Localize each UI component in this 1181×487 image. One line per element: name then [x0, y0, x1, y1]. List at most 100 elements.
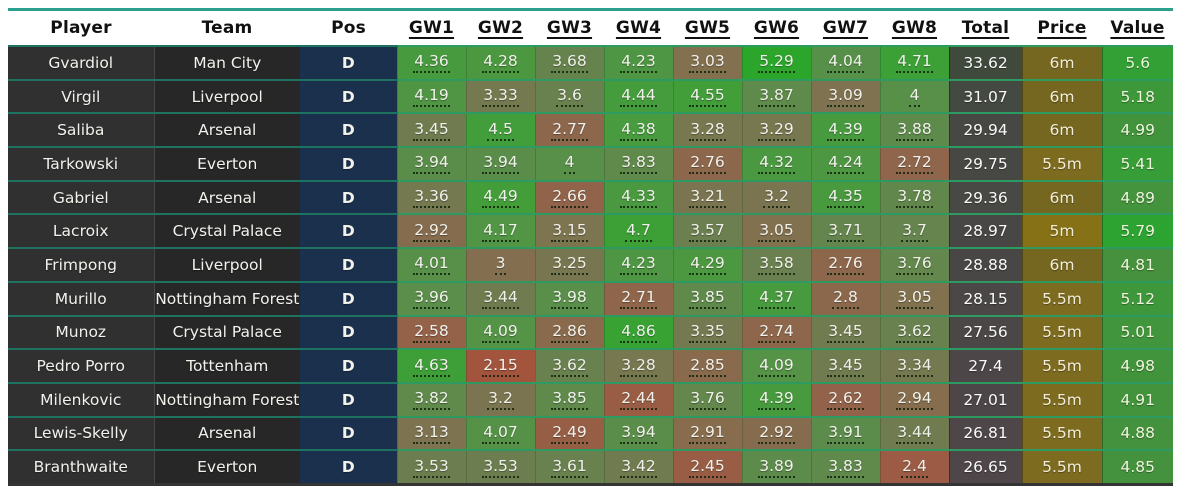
gw-score: 2.71 [620, 288, 657, 310]
table-row: Tarkowski Everton D 3.94 3.94 4 3.83 2.76 4.32 4.… [8, 146, 1173, 181]
gw-score: 3.83 [827, 457, 864, 478]
gw-score: 4.04 [827, 52, 864, 74]
column-header-gw5[interactable]: GW5 [673, 11, 742, 46]
column-header-label[interactable]: Value [1110, 18, 1165, 38]
gw-score: 3.36 [413, 187, 450, 209]
gw-score-cell: 2.77 [534, 112, 604, 148]
gw-score-cell: 3.09 [810, 78, 880, 114]
table-row: Saliba Arsenal D 3.45 4.5 2.77 4.38 3.28 3.29 4.3… [8, 112, 1173, 148]
player-name-cell: Murillo [8, 280, 154, 316]
gw-score: 3.15 [551, 221, 588, 242]
gw-score: 4.24 [827, 153, 864, 175]
table-row: Milenkovic Nottingham Forest D 3.82 3.2 3.85 2… [8, 381, 1173, 417]
gw-score-cell: 3.94 [465, 146, 535, 181]
table-row: Lewis-Skelly Arsenal D 3.13 4.07 2.49 3.94 2.91… [8, 415, 1173, 451]
gw-score: 2.62 [827, 389, 864, 411]
gw-score-cell: 2.74 [741, 314, 811, 350]
column-header-label[interactable]: GW4 [615, 18, 662, 38]
table-row: Frimpong Liverpool D 4.01 3 3.25 4.23 4.29 3.58 2… [8, 247, 1173, 282]
column-header-pos: Pos [300, 11, 397, 46]
column-header-label[interactable]: Price [1037, 18, 1087, 38]
table-row: Branthwaite Everton D 3.53 3.53 3.61 3.42 2.45 3… [8, 449, 1173, 485]
gw-score: 3.94 [620, 423, 657, 444]
gw-score-cell: 3.28 [672, 112, 742, 148]
column-header-label[interactable]: GW2 [477, 18, 524, 38]
gw-score: 3.57 [689, 221, 726, 242]
gw-score: 3.82 [413, 389, 450, 411]
gw-score: 2.4 [901, 457, 928, 478]
column-header-label[interactable]: GW1 [408, 18, 455, 38]
gw-score: 3.78 [896, 187, 933, 209]
column-header-gw3[interactable]: GW3 [535, 11, 604, 46]
gw-score: 3.2 [487, 389, 514, 411]
column-header-total[interactable]: Total [949, 11, 1022, 46]
table-row: Lacroix Crystal Palace D 2.92 4.17 3.15 4.7 3.5… [8, 213, 1173, 249]
gw-score-cell: 4.39 [741, 381, 811, 417]
gw-score: 4.19 [413, 86, 450, 108]
gw-score: 2.85 [689, 356, 726, 377]
gw-score-cell: 2.62 [810, 381, 880, 417]
player-name-cell: Saliba [8, 112, 154, 148]
gw-score: 2.66 [551, 187, 588, 209]
gw-score: 3.62 [551, 356, 588, 377]
column-header-label[interactable]: Total [961, 18, 1010, 38]
price-cell: 5m [1021, 213, 1102, 249]
gw-score: 2.76 [689, 153, 726, 175]
gw-score-cell: 4.5 [465, 112, 535, 148]
column-header-label: Pos [331, 18, 366, 38]
gw-score: 3.76 [689, 389, 726, 411]
column-header-player: Player [8, 11, 154, 46]
gw-score-cell: 3.15 [534, 213, 604, 249]
gw-score-cell: 2.86 [534, 314, 604, 350]
total-cell: 31.07 [948, 78, 1022, 114]
gw-score-cell: 3.62 [534, 348, 604, 383]
column-header-value[interactable]: Value [1102, 11, 1173, 46]
gw-score-cell: 3.71 [810, 213, 880, 249]
gw-score-cell: 3.42 [603, 449, 673, 485]
gw-score-cell: 4.23 [603, 45, 673, 80]
gw-score-cell: 3 [465, 247, 535, 282]
column-header-label[interactable]: GW3 [546, 18, 593, 38]
column-header-label[interactable]: GW6 [753, 18, 800, 38]
gw-score: 4.7 [625, 221, 652, 242]
total-cell: 26.81 [948, 415, 1022, 451]
gw-score: 3.94 [482, 153, 519, 175]
column-header-gw7[interactable]: GW7 [811, 11, 880, 46]
column-header-label[interactable]: GW7 [822, 18, 869, 38]
gw-score: 3.89 [758, 457, 795, 478]
gw-score: 4.23 [620, 52, 657, 74]
price-cell: 5.5m [1021, 381, 1102, 417]
gw-score-cell: 3.2 [465, 381, 535, 417]
gw-score: 3.53 [482, 457, 519, 478]
column-header-label[interactable]: GW8 [891, 18, 938, 38]
gw-score-cell: 3.85 [672, 280, 742, 316]
table-header-row: Player Team Pos GW1 GW2 GW3 GW4 GW5 GW6 GW7 GW8 Tot… [8, 11, 1173, 46]
column-header-price[interactable]: Price [1022, 11, 1102, 46]
column-header-gw8[interactable]: GW8 [880, 11, 949, 46]
gw-score-cell: 3.88 [879, 112, 949, 148]
gw-score-cell: 2.66 [534, 179, 604, 215]
gw-score-cell: 4.38 [603, 112, 673, 148]
gw-score-cell: 2.92 [396, 213, 466, 249]
total-cell: 27.56 [948, 314, 1022, 350]
pos-cell: D [300, 45, 397, 80]
column-header-gw2[interactable]: GW2 [466, 11, 535, 46]
column-header-label[interactable]: GW5 [684, 18, 731, 38]
gw-score-cell: 3.94 [603, 415, 673, 451]
value-cell: 5.6 [1101, 45, 1173, 80]
pos-cell: D [300, 247, 397, 282]
gw-score: 3.45 [413, 120, 450, 141]
gw-score-cell: 3.57 [672, 213, 742, 249]
column-header-gw4[interactable]: GW4 [604, 11, 673, 46]
gw-score: 4.36 [413, 52, 450, 74]
column-header-gw6[interactable]: GW6 [742, 11, 811, 46]
pos-cell: D [300, 449, 397, 485]
price-cell: 5.5m [1021, 415, 1102, 451]
pos-cell: D [300, 348, 397, 383]
gw-score-cell: 3.94 [396, 146, 466, 181]
column-header-gw1[interactable]: GW1 [397, 11, 466, 46]
total-cell: 27.4 [948, 348, 1022, 383]
price-cell: 6m [1021, 179, 1102, 215]
gw-score-cell: 4.29 [672, 247, 742, 282]
gw-score: 4.39 [758, 389, 795, 411]
